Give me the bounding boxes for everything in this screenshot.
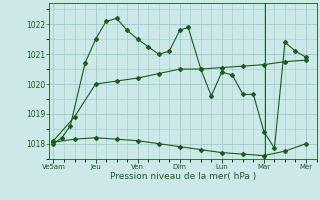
X-axis label: Pression niveau de la mer( hPa ): Pression niveau de la mer( hPa ) xyxy=(110,172,256,181)
